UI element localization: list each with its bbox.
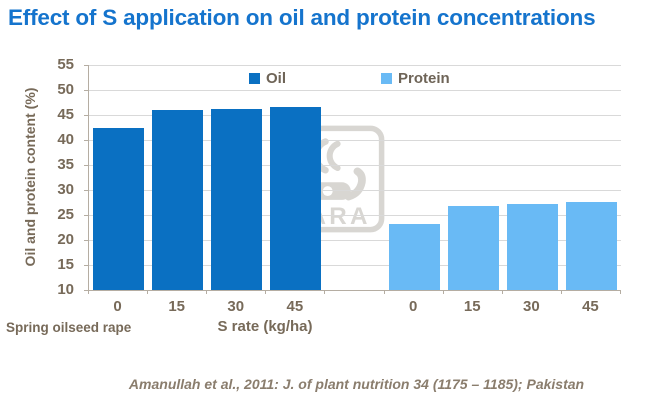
gridline <box>89 265 621 266</box>
protein-legend-swatch <box>381 73 392 84</box>
y-tick-mark <box>84 165 88 166</box>
y-tick-label: 30 <box>57 181 74 198</box>
chart-title: Effect of S application on oil and prote… <box>8 5 596 30</box>
x-tick-mark <box>560 290 562 294</box>
x-tick-mark <box>383 290 385 294</box>
y-tick-label: 50 <box>57 81 74 98</box>
protein-bar-45 <box>565 202 617 290</box>
x-tick-label: 30 <box>522 298 540 315</box>
oil-bar-45 <box>270 107 322 290</box>
protein-bar-0 <box>388 224 440 290</box>
gridline <box>89 90 621 91</box>
y-tick-mark <box>84 90 88 91</box>
gridline <box>89 65 621 66</box>
gridline <box>89 115 621 116</box>
y-tick-label: 20 <box>57 231 74 248</box>
gridline <box>89 190 621 191</box>
x-tick-mark <box>147 290 149 294</box>
crop-group-label: Spring oilseed rape <box>6 320 132 335</box>
x-tick-mark <box>442 290 444 294</box>
ship-shield-3 <box>322 186 333 197</box>
gridline <box>89 165 621 166</box>
y-tick-label: 40 <box>57 131 74 148</box>
y-tick-mark <box>84 290 88 291</box>
x-tick-mark <box>88 290 89 294</box>
x-tick-mark <box>324 290 326 294</box>
legend-item-oil: Oil <box>249 70 286 87</box>
x-tick-label: 0 <box>408 298 418 315</box>
x-tick-label: 0 <box>113 298 122 315</box>
y-tick-mark <box>84 215 88 216</box>
y-tick-mark <box>84 190 88 191</box>
oil-legend-swatch <box>249 73 260 84</box>
protein-bar-15 <box>447 206 499 290</box>
y-tick-label: 25 <box>57 206 74 223</box>
oil-legend-label: Oil <box>266 70 287 87</box>
x-tick-mark <box>206 290 208 294</box>
x-tick-label: 15 <box>463 298 481 315</box>
x-tick-label: 30 <box>227 298 245 315</box>
y-tick-label: 35 <box>57 156 74 173</box>
gridline <box>89 215 621 216</box>
ship-sail-arc-3 <box>326 140 341 172</box>
y-tick-mark <box>84 115 88 116</box>
gridline <box>89 240 621 241</box>
y-tick-label: 10 <box>57 281 74 298</box>
x-tick-label: 15 <box>168 298 185 315</box>
oil-bar-0 <box>93 127 145 290</box>
oil-bar-30 <box>211 108 263 290</box>
x-tick-label: 45 <box>286 298 304 315</box>
x-tick-mark <box>265 290 267 294</box>
x-tick-mark <box>501 290 503 294</box>
x-axis-title: S rate (kg/ha) <box>217 318 313 335</box>
y-tick-label: 45 <box>57 106 74 123</box>
y-tick-mark <box>84 265 88 266</box>
oil-bar-15 <box>152 110 204 290</box>
gridline <box>89 140 621 141</box>
citation: Amanullah et al., 2011: J. of plant nutr… <box>128 376 585 392</box>
y-tick-label: 55 <box>57 56 74 73</box>
legend-item-protein: Protein <box>381 70 450 87</box>
protein-legend-label: Protein <box>398 70 450 87</box>
y-tick-mark <box>84 140 88 141</box>
protein-bar-30 <box>506 203 558 290</box>
x-tick-mark <box>620 290 621 294</box>
x-tick-label: 45 <box>582 298 599 315</box>
y-tick-label: 15 <box>57 256 74 273</box>
y-tick-mark <box>84 240 88 241</box>
y-tick-mark <box>84 65 88 66</box>
plot-area: Oil Protein <box>88 65 621 291</box>
ship-prow <box>344 167 366 201</box>
